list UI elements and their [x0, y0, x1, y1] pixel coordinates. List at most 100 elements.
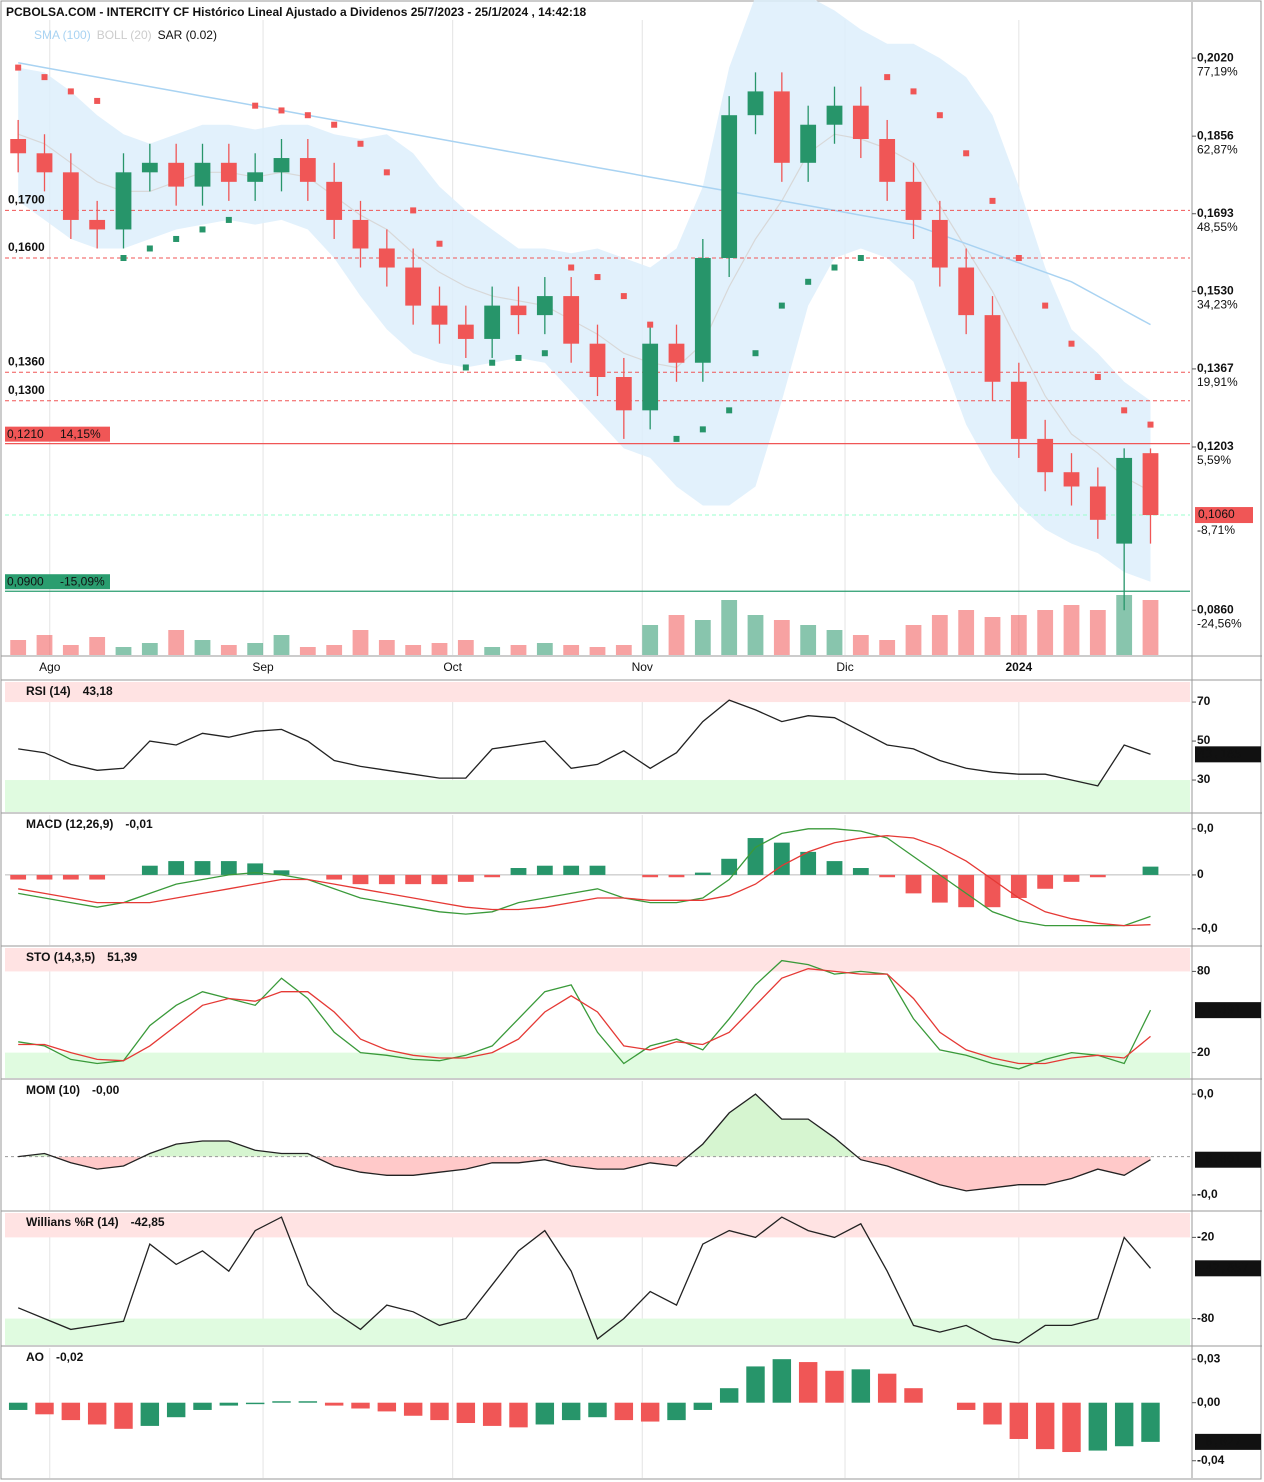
candle-body [220, 162, 237, 182]
last-label: -0,001 [1198, 1152, 1241, 1166]
sar-dot [594, 274, 601, 281]
sar-dot [67, 88, 74, 95]
sar-dot [304, 112, 311, 119]
histogram-bar [931, 874, 948, 903]
volume-bar [431, 643, 448, 655]
support-box [5, 574, 110, 590]
sar-dot [1068, 340, 1075, 347]
x-tick-label: Oct [443, 660, 462, 674]
y-tick-change: 48,55% [1197, 220, 1238, 234]
level-label: 0,1300 [8, 383, 45, 397]
sar-dot [331, 121, 338, 128]
sma-line [18, 62, 1151, 326]
histogram-bar [510, 868, 527, 875]
sar-dot [436, 240, 443, 247]
volume-bar [168, 630, 185, 655]
histogram-bar [89, 874, 106, 880]
histogram-bar [852, 868, 869, 875]
panel-title: MOM (10) [26, 1083, 80, 1097]
chart-title: PCBOLSA.COM - INTERCITY CF Histórico Lin… [6, 5, 587, 19]
volume-bar [247, 643, 264, 655]
ao-bar [456, 1402, 476, 1424]
y-tick-label: -80 [1197, 1311, 1215, 1325]
last-box [1195, 507, 1253, 524]
sar-dot [41, 74, 48, 81]
candle-body [773, 91, 790, 163]
histogram-bar [10, 874, 27, 880]
volume-bar [642, 625, 659, 655]
x-tick-label: Sep [252, 660, 274, 674]
ao-bar [1062, 1402, 1081, 1453]
ao-bar [1035, 1402, 1055, 1450]
legend-entry: SAR (0.02) [158, 28, 217, 42]
ao-bar [956, 1402, 976, 1410]
y-tick-label: -0,0 [1197, 921, 1218, 935]
ao-bar [35, 1402, 54, 1415]
candle-body [1116, 457, 1133, 544]
candle-body [563, 296, 580, 344]
candle-body [457, 324, 474, 339]
sar-dot [1147, 421, 1154, 428]
volume-bar [800, 625, 817, 655]
candle-body [1089, 486, 1106, 520]
y-tick-label: 0,0 [1197, 1086, 1214, 1100]
y-tick-label: 0,2020 [1197, 50, 1234, 64]
y-tick-label: -0,04 [1197, 1453, 1225, 1467]
ao-bar [588, 1402, 607, 1418]
ao-bar [983, 1402, 1002, 1425]
histogram-bar [826, 861, 843, 875]
histogram-bar [1089, 874, 1106, 878]
series-line [18, 835, 1151, 927]
y-tick-label: 50 [1197, 733, 1211, 747]
sar-dot [462, 364, 469, 371]
histogram-bar [247, 863, 264, 875]
candle-body [536, 296, 553, 316]
histogram-bar [1063, 874, 1080, 882]
volume-bar [615, 645, 632, 655]
histogram-bar [536, 865, 553, 875]
volume-bar [115, 647, 132, 655]
y-tick-label: 0,1693 [1197, 206, 1234, 220]
x-tick-label: 2024 [1005, 660, 1032, 674]
overbought-zone [5, 682, 1190, 703]
candle-body [615, 377, 632, 411]
histogram-bar [773, 842, 790, 875]
histogram-bar [141, 865, 158, 875]
level-label: 0,1360 [8, 354, 45, 368]
candle-body [326, 181, 343, 220]
candle-body [141, 162, 158, 173]
sar-dot [225, 216, 232, 223]
volume-bar [484, 647, 501, 655]
y-tick-change: 34,23% [1197, 297, 1238, 311]
last-box [1195, 1433, 1261, 1450]
overbought-zone [5, 948, 1190, 972]
last-label: 0,1060 [1198, 507, 1235, 521]
histogram-bar [220, 861, 237, 875]
level-label: 0,1600 [8, 240, 45, 254]
sar-dot [778, 302, 785, 309]
ao-bar [377, 1402, 397, 1412]
ao-bar [166, 1402, 186, 1418]
volume-bar [457, 640, 474, 655]
y-tick-label: -20 [1197, 1230, 1215, 1244]
candle-body [484, 305, 501, 339]
ao-bar [535, 1402, 555, 1425]
ao-bar [798, 1362, 818, 1403]
candle-body [905, 181, 922, 220]
panel-value: 51,39 [107, 950, 137, 964]
sar-dot [541, 350, 548, 357]
ao-bar [61, 1402, 81, 1421]
candle-body [668, 343, 685, 363]
series-line [18, 699, 1151, 787]
ao-bar [614, 1402, 634, 1421]
candle-body [826, 105, 843, 125]
resistance-box [5, 426, 110, 442]
series-line [17, 1216, 1151, 1344]
ao-bar [772, 1359, 792, 1403]
sar-dot [857, 255, 864, 262]
sar-dot [357, 140, 364, 147]
volume-bar [273, 635, 290, 655]
histogram-bar [273, 870, 290, 875]
x-tick-label: Ago [39, 660, 61, 674]
